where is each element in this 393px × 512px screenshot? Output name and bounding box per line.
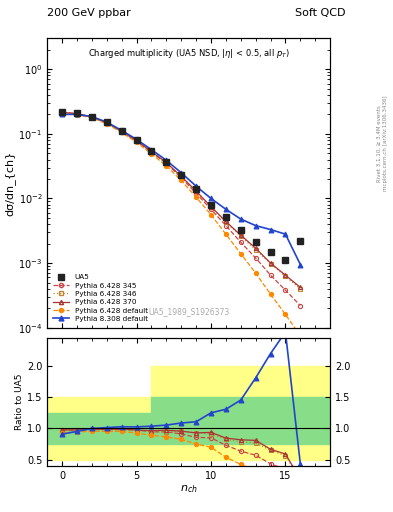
Legend: UA5, Pythia 6.428 345, Pythia 6.428 346, Pythia 6.428 370, Pythia 6.428 default,: UA5, Pythia 6.428 345, Pythia 6.428 346,…: [51, 272, 150, 324]
Text: Charged multiplicity (UA5 NSD, $|\eta|$ < 0.5, all $p_T$): Charged multiplicity (UA5 NSD, $|\eta|$ …: [88, 47, 290, 60]
Y-axis label: dσ/dn_{ch}: dσ/dn_{ch}: [4, 151, 15, 216]
Y-axis label: Ratio to UA5: Ratio to UA5: [15, 374, 24, 430]
Text: mcplots.cern.ch [arXiv:1306.3436]: mcplots.cern.ch [arXiv:1306.3436]: [383, 96, 387, 191]
X-axis label: $n_{ch}$: $n_{ch}$: [180, 483, 198, 495]
Text: Rivet 3.1.10, ≥ 3.4M events: Rivet 3.1.10, ≥ 3.4M events: [377, 105, 382, 182]
Text: UA5_1989_S1926373: UA5_1989_S1926373: [148, 307, 229, 316]
Text: 200 GeV ppbar: 200 GeV ppbar: [47, 8, 131, 18]
Text: Soft QCD: Soft QCD: [296, 8, 346, 18]
